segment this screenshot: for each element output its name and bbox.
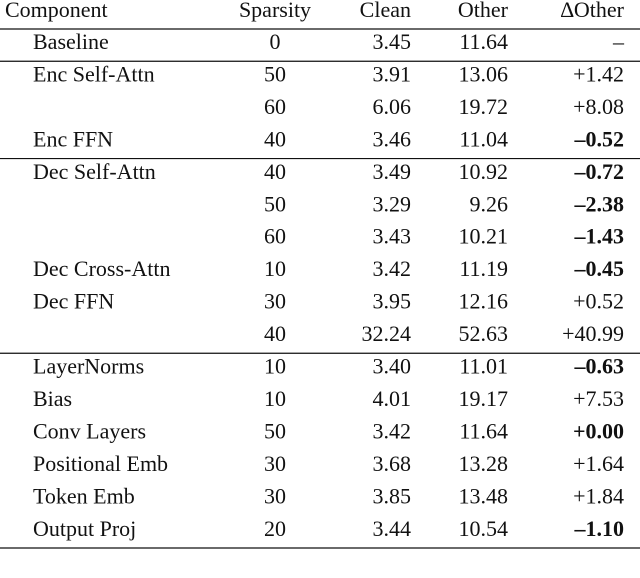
- cell: +0.00: [573, 418, 624, 443]
- cell: 40: [264, 126, 286, 151]
- cell: Bias: [33, 386, 72, 411]
- cell: 3.85: [373, 483, 412, 508]
- cell: –1.10: [574, 516, 625, 541]
- cell: 60: [264, 224, 286, 249]
- cell: 3.40: [373, 354, 412, 379]
- cell: –0.52: [574, 126, 625, 151]
- cell: 30: [264, 483, 286, 508]
- cell: 12.16: [459, 289, 509, 314]
- cell: –0.63: [574, 354, 625, 379]
- column-header: ∆Other: [560, 0, 624, 22]
- cell: 13.06: [459, 61, 509, 86]
- cell: 3.42: [373, 418, 412, 443]
- cell: Dec Cross-Attn: [33, 256, 170, 281]
- cell: 19.17: [459, 386, 509, 411]
- column-header: Sparsity: [239, 0, 311, 22]
- cell: +8.08: [573, 94, 624, 119]
- cell: 3.91: [373, 61, 412, 86]
- cell: +7.53: [573, 386, 624, 411]
- cell: –0.72: [574, 159, 625, 184]
- cell: +40.99: [562, 321, 624, 346]
- cell: 60: [264, 94, 286, 119]
- cell: 3.45: [373, 29, 412, 54]
- cell: +1.42: [573, 61, 624, 86]
- cell: 50: [264, 418, 286, 443]
- cell: 3.44: [373, 516, 412, 541]
- cell: Positional Emb: [33, 451, 168, 476]
- cell: 11.64: [459, 418, 508, 443]
- cell: 30: [264, 289, 286, 314]
- cell: 3.95: [373, 289, 412, 314]
- cell: 50: [264, 191, 286, 216]
- cell: –0.45: [574, 256, 625, 281]
- cell: 30: [264, 451, 286, 476]
- cell: Dec Self-Attn: [33, 159, 156, 184]
- cell: Baseline: [33, 29, 109, 54]
- cell: Enc Self-Attn: [33, 61, 155, 86]
- cell: 10: [264, 386, 286, 411]
- cell: 50: [264, 61, 286, 86]
- cell: 3.68: [373, 451, 412, 476]
- cell: 40: [264, 321, 286, 346]
- cell: 11.04: [459, 126, 508, 151]
- cell: 10: [264, 354, 286, 379]
- cell: Token Emb: [33, 483, 135, 508]
- cell: Dec FFN: [33, 289, 114, 314]
- cell: 13.48: [459, 483, 509, 508]
- cell: 40: [264, 159, 286, 184]
- column-header: Component: [5, 0, 108, 22]
- cell: LayerNorms: [33, 354, 144, 379]
- cell: 3.46: [373, 126, 412, 151]
- cell: 10.21: [459, 224, 509, 249]
- cell: 3.49: [373, 159, 412, 184]
- cell: 3.29: [373, 191, 412, 216]
- column-header: Other: [458, 0, 509, 22]
- cell: –: [612, 29, 625, 54]
- cell: –2.38: [574, 191, 625, 216]
- cell: 19.72: [459, 94, 509, 119]
- cell: +1.84: [573, 483, 624, 508]
- cell: 3.42: [373, 256, 412, 281]
- cell: Enc FFN: [33, 126, 113, 151]
- cell: Conv Layers: [33, 418, 146, 443]
- cell: Output Proj: [33, 516, 136, 541]
- cell: 6.06: [373, 94, 412, 119]
- cell: 4.01: [373, 386, 412, 411]
- cell: 11.19: [459, 256, 508, 281]
- cell: +0.52: [573, 289, 624, 314]
- cell: 20: [264, 516, 286, 541]
- cell: 11.64: [459, 29, 508, 54]
- cell: 10.92: [459, 159, 509, 184]
- cell: 9.26: [470, 191, 509, 216]
- column-header: Clean: [360, 0, 411, 22]
- cell: 3.43: [373, 224, 412, 249]
- cell: 32.24: [362, 321, 412, 346]
- cell: –1.43: [574, 224, 625, 249]
- cell: 10.54: [459, 516, 509, 541]
- cell: 13.28: [459, 451, 509, 476]
- cell: +1.64: [573, 451, 624, 476]
- cell: 10: [264, 256, 286, 281]
- cell: 52.63: [459, 321, 509, 346]
- cell: 0: [270, 29, 281, 54]
- cell: 11.01: [459, 354, 508, 379]
